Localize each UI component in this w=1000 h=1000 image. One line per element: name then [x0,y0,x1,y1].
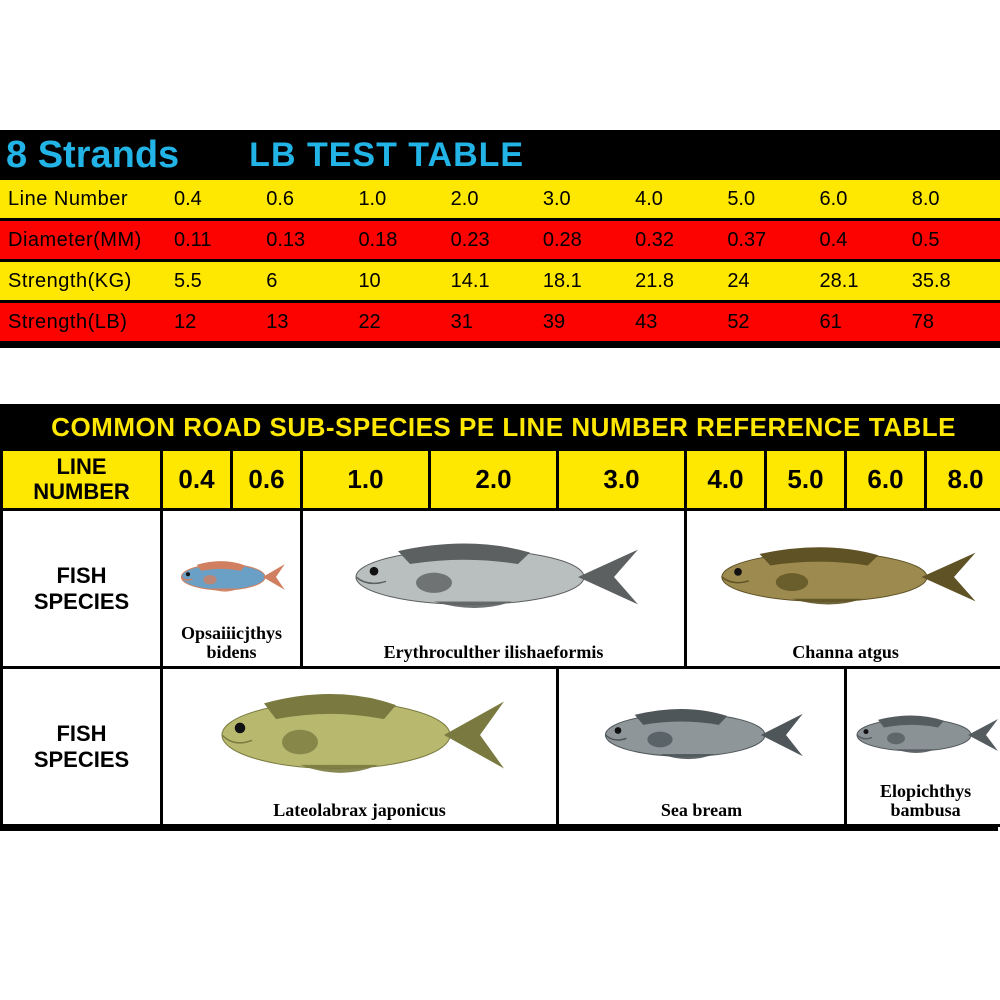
cell: 5.5 [170,270,262,293]
bottom-title: COMMON ROAD SUB-SPECIES PE LINE NUMBER R… [2,406,1000,450]
brand-text: 8 Strands [6,134,179,177]
cell: 18.1 [539,270,631,293]
cell: 0.13 [262,229,354,252]
cell: 78 [908,311,1000,334]
line-number-cell: 3.0 [558,450,686,510]
cell: 0.4 [170,188,262,211]
row-label: Strength(LB) [0,311,170,334]
cell: 39 [539,311,631,334]
fish-illustration [559,673,844,796]
species-cell: Lateolabrax japonicus [162,668,558,826]
line-number-cell: 0.4 [162,450,232,510]
cell: 22 [354,311,446,334]
line-number-cell: 2.0 [430,450,558,510]
fish-icon [851,714,1000,756]
cell: 0.6 [262,188,354,211]
species-cell: Erythroculther ilishaeformis [302,510,686,668]
cell: 14.1 [447,270,539,293]
line-number-cell: 8.0 [926,450,1000,510]
line-number-cell: 4.0 [686,450,766,510]
line-number-cell: 5.0 [766,450,846,510]
species-cell: Channa atgus [686,510,1000,668]
cell: 0.18 [354,229,446,252]
fish-name: Channa atgus [687,643,1000,662]
top-header: 8 Strands LB TEST TABLE [0,130,1000,180]
cell: 0.23 [447,229,539,252]
cell: 5.0 [723,188,815,211]
cell: 0.5 [908,229,1000,252]
row-label: Diameter(MM) [0,229,170,252]
cell: 8.0 [908,188,1000,211]
fish-illustration [687,515,1000,638]
fish-name: Opsaiiicjthys bidens [163,624,300,662]
line-number-cell: 0.6 [232,450,302,510]
line-number-cell: 6.0 [846,450,926,510]
cell: 12 [170,311,262,334]
cell: 24 [723,270,815,293]
table-row: Strength(LB)121322313943526178 [0,303,1000,344]
species-reference-table: COMMON ROAD SUB-SPECIES PE LINE NUMBER R… [0,404,1000,827]
cell: 6.0 [816,188,908,211]
top-title: LB TEST TABLE [249,136,524,175]
fish-illustration [163,673,556,796]
cell: 0.37 [723,229,815,252]
species-cell: Elopichthys bambusa [846,668,1000,826]
species-label: FISHSPECIES [2,668,162,826]
cell: 10 [354,270,446,293]
cell: 61 [816,311,908,334]
infographic-canvas: 8 Strands LB TEST TABLE Line Number0.40.… [0,0,1000,1000]
lb-test-table: Line Number0.40.61.02.03.04.05.06.08.0Di… [0,180,1000,344]
species-row: FISHSPECIES Opsaiiicjthys bidens [2,510,1000,668]
species-row: FISHSPECIES Lateolabrax japonicus [2,668,1000,826]
fish-icon [344,541,644,613]
cell: 35.8 [908,270,1000,293]
fish-icon [177,560,287,594]
cell: 13 [262,311,354,334]
cell: 52 [723,311,815,334]
fish-icon [597,707,807,763]
cell: 21.8 [631,270,723,293]
cell: 3.0 [539,188,631,211]
fish-illustration [303,515,684,638]
line-number-header: LINENUMBER [2,450,162,510]
cell: 6 [262,270,354,293]
row-label: Strength(KG) [0,270,170,293]
bottom-header-row: LINENUMBER0.40.61.02.03.04.05.06.08.0 [2,450,1000,510]
table-row: Line Number0.40.61.02.03.04.05.06.08.0 [0,180,1000,221]
cell: 31 [447,311,539,334]
cell: 28.1 [816,270,908,293]
species-label: FISHSPECIES [2,510,162,668]
species-cell: Opsaiiicjthys bidens [162,510,302,668]
bottom-edge [0,827,998,831]
fish-name: Lateolabrax japonicus [163,801,556,820]
cell: 43 [631,311,723,334]
fish-illustration [163,515,300,638]
fish-icon [711,545,981,609]
fish-name: Elopichthys bambusa [847,782,1000,820]
cell: 2.0 [447,188,539,211]
section-gap [0,344,1000,404]
cell: 1.0 [354,188,446,211]
table-row: Diameter(MM)0.110.130.180.230.280.320.37… [0,221,1000,262]
cell: 0.28 [539,229,631,252]
cell: 0.4 [816,229,908,252]
fish-name: Erythroculther ilishaeformis [303,643,684,662]
table-row: Strength(KG)5.561014.118.121.82428.135.8 [0,262,1000,303]
row-label: Line Number [0,188,170,211]
bottom-body: FISHSPECIES Opsaiiicjthys bidens [2,510,1000,826]
species-cell: Sea bream [558,668,846,826]
fish-illustration [847,673,1000,796]
cell: 0.32 [631,229,723,252]
line-number-cell: 1.0 [302,450,430,510]
fish-icon [210,691,510,779]
fish-name: Sea bream [559,801,844,820]
cell: 4.0 [631,188,723,211]
cell: 0.11 [170,229,262,252]
